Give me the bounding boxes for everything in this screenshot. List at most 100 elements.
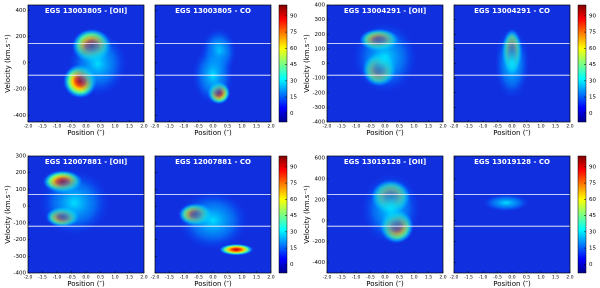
x-axis-label: Position (″)	[493, 129, 531, 137]
x-tick-label: 2.0	[566, 275, 573, 281]
colorbar-tick-label: 15	[589, 246, 596, 252]
colorbar-tick-label: 30	[589, 78, 596, 84]
x-tick-label: 0.5	[97, 124, 104, 130]
y-axis-label: Velocity (km.s⁻¹)	[303, 185, 311, 244]
y-tick-label: 200	[16, 34, 27, 40]
heatmap-image	[327, 156, 443, 273]
x-tick-label: 0.0	[381, 124, 388, 130]
colorbar	[278, 155, 288, 274]
panel-title: EGS 12007881 - CO	[175, 158, 251, 166]
x-tick-label: -2.0	[323, 124, 332, 130]
x-tick-label: 0.0	[508, 124, 515, 130]
heatmap-image	[28, 156, 144, 273]
colorbar-tick-label: 60	[589, 197, 596, 203]
y-tick-label: 0	[322, 61, 326, 67]
x-tick-label: 1.0	[238, 124, 245, 130]
y-tick-label: 600	[315, 156, 326, 162]
x-tick-label: 1.5	[425, 275, 432, 281]
colorbar-tick-label: 30	[290, 78, 297, 84]
panel: EGS 13019128 - [OII] -2.0 -1.5 -1.0 -0.5 0.0 0…	[303, 156, 447, 288]
x-tick-label: -0.5	[366, 275, 375, 281]
colorbar-tick-label: 60	[290, 46, 297, 52]
x-axis-label: Position (″)	[194, 129, 232, 137]
heatmap-image	[155, 5, 271, 122]
x-tick-label: -1.0	[479, 124, 488, 130]
colorbar-tick-label: 45	[589, 62, 596, 68]
x-tick-label: -2.0	[450, 275, 459, 281]
y-tick-label: -100	[14, 220, 27, 226]
colorbar-tick-label: 0	[589, 111, 593, 117]
colorbar-tick-label: 90	[589, 164, 596, 170]
x-tick-label: -1.0	[180, 124, 189, 130]
colorbar-tick-label: 75	[290, 30, 297, 36]
x-tick-label: -1.0	[352, 275, 361, 281]
x-tick-label: -2.0	[151, 275, 160, 281]
x-tick-label: 0.0	[508, 275, 515, 281]
x-tick-label: -1.5	[165, 275, 174, 281]
y-axis-label: Velocity (km.s⁻¹)	[4, 185, 12, 244]
x-tick-label: -2.0	[24, 275, 33, 281]
heatmap-image	[327, 5, 443, 122]
x-tick-label: -2.0	[151, 124, 160, 130]
y-tick-label: -200	[313, 239, 326, 245]
y-tick-label: 200	[315, 197, 326, 203]
colorbar-tick-label: 90	[290, 164, 297, 170]
emission-blob	[483, 194, 530, 212]
x-tick-label: 1.5	[552, 275, 559, 281]
x-tick-label: 0.5	[396, 275, 403, 281]
x-tick-label: 2.0	[140, 124, 147, 130]
y-tick-label: -200	[14, 237, 27, 243]
x-tick-label: -1.0	[352, 124, 361, 130]
x-tick-label: 2.0	[439, 275, 446, 281]
x-tick-label: 1.5	[425, 124, 432, 130]
colorbar-tick-label: 15	[290, 95, 297, 101]
colorbar-tick-label: 15	[589, 95, 596, 101]
x-tick-label: -2.0	[323, 275, 332, 281]
x-tick-label: -1.0	[53, 275, 62, 281]
colorbar-tick-label: 30	[589, 229, 596, 235]
y-tick-label: 200	[315, 32, 326, 38]
y-tick-label: -300	[313, 105, 326, 111]
x-tick-label: -0.5	[67, 275, 76, 281]
y-tick-label: 0	[23, 204, 27, 210]
colorbar	[577, 4, 587, 123]
x-tick-label: -0.5	[194, 124, 203, 130]
x-tick-label: -1.0	[180, 275, 189, 281]
x-tick-label: 1.5	[253, 275, 260, 281]
x-tick-label: 1.5	[126, 124, 133, 130]
x-axis-label: Position (″)	[67, 129, 105, 137]
heatmap-image	[28, 5, 144, 122]
x-tick-label: 0.5	[224, 275, 231, 281]
panel-title: EGS 13004291 - [OII]	[344, 7, 426, 15]
colorbar-tick-label: 15	[290, 246, 297, 252]
x-tick-label: -1.5	[38, 124, 47, 130]
x-tick-label: 1.0	[111, 124, 118, 130]
colorbar-tick-label: 45	[589, 213, 596, 219]
emission-blob	[39, 170, 110, 235]
x-tick-label: 0.0	[209, 275, 216, 281]
panel: EGS 12007881 - CO -2.0 -1.5 -1.0 -0.5 0.0 0.5 1…	[151, 155, 297, 288]
colorbar-tick-label: 90	[589, 13, 596, 19]
y-tick-label: -400	[313, 260, 326, 266]
panel: EGS 13004291 - CO -2.0 -1.5 -1.0 -0.5 0.0 0.5 1…	[450, 4, 596, 137]
y-tick-label: 200	[16, 170, 27, 176]
colorbar-tick-label: 0	[589, 262, 593, 268]
x-tick-label: -0.5	[67, 124, 76, 130]
x-tick-label: -1.0	[53, 124, 62, 130]
colorbar-tick-label: 45	[290, 62, 297, 68]
x-tick-label: 0.0	[82, 124, 89, 130]
x-tick-label: 0.0	[82, 275, 89, 281]
y-tick-label: 100	[315, 46, 326, 52]
colorbar-tick-label: 0	[290, 111, 294, 117]
panel-title: EGS 13019128 - [OII]	[344, 158, 426, 166]
x-tick-label: 1.0	[410, 275, 417, 281]
colorbar-tick-label: 30	[290, 229, 297, 235]
x-tick-label: -1.5	[38, 275, 47, 281]
x-axis-label: Position (″)	[366, 280, 404, 288]
x-tick-label: 1.0	[111, 275, 118, 281]
emission-blob	[494, 28, 530, 99]
colorbar-tick-label: 45	[290, 213, 297, 219]
colorbar-tick-label: 75	[589, 30, 596, 36]
x-axis-label: Position (″)	[67, 280, 105, 288]
